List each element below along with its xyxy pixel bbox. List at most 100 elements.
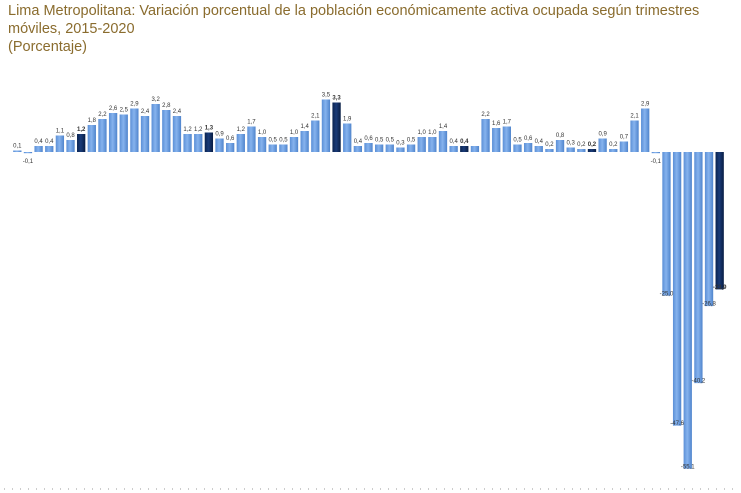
bar bbox=[119, 114, 128, 152]
bar bbox=[662, 152, 671, 296]
bar-value-label: 3,5 bbox=[322, 93, 331, 99]
bar bbox=[577, 149, 586, 152]
bar bbox=[289, 137, 299, 152]
bar bbox=[87, 125, 96, 152]
bar bbox=[374, 144, 384, 152]
bar-value-label: 0,3 bbox=[396, 141, 405, 147]
bar-value-label: 1,0 bbox=[418, 130, 427, 136]
bar bbox=[257, 137, 267, 152]
bar-value-label: 3,2 bbox=[151, 97, 160, 103]
bar-value-label: 0,4 bbox=[460, 139, 469, 145]
bar-value-label: 0,8 bbox=[66, 133, 75, 139]
bar bbox=[130, 108, 139, 152]
bar bbox=[619, 141, 629, 152]
bar bbox=[651, 152, 660, 154]
bar-value-label: 2,2 bbox=[98, 112, 107, 118]
bar bbox=[683, 152, 692, 469]
chart-title-line-3: (Porcentaje) bbox=[8, 39, 87, 55]
bar bbox=[481, 119, 490, 152]
bar-value-label: 2,8 bbox=[162, 103, 171, 109]
bar-value-label: 0,9 bbox=[598, 132, 607, 138]
bar-value-label: 1,9 bbox=[343, 117, 352, 123]
bar bbox=[172, 116, 182, 152]
bar-value-label: 0,4 bbox=[34, 139, 43, 145]
bar-value-label: 0,4 bbox=[535, 139, 544, 145]
bar-value-label: 0,6 bbox=[226, 136, 235, 142]
bar bbox=[502, 126, 511, 152]
bar-value-label: 1,4 bbox=[300, 124, 309, 130]
bar-value-label: 2,5 bbox=[120, 108, 129, 114]
bar-value-label: 2,6 bbox=[109, 106, 118, 112]
bar bbox=[672, 152, 682, 426]
bar bbox=[151, 104, 160, 152]
bar-value-label: -55.1 bbox=[681, 464, 695, 470]
bar-value-label: 1,2 bbox=[194, 127, 203, 133]
chart-title-line-1: Lima Metropolitana: Variación porcentual… bbox=[8, 3, 700, 19]
bar-value-label: 0,6 bbox=[524, 136, 533, 142]
bar bbox=[300, 131, 309, 152]
bar bbox=[311, 120, 320, 152]
bar bbox=[215, 138, 224, 152]
bar bbox=[470, 146, 480, 152]
bar-value-label: -47.6 bbox=[670, 421, 684, 427]
bar-value-label: -40,2 bbox=[692, 379, 706, 385]
bar bbox=[609, 149, 618, 152]
bar bbox=[279, 144, 288, 152]
bar-value-label: 0,7 bbox=[620, 135, 629, 141]
bar bbox=[77, 134, 86, 152]
bars-group bbox=[13, 99, 724, 469]
bar bbox=[385, 144, 394, 152]
bar bbox=[715, 152, 724, 290]
bar bbox=[247, 126, 256, 152]
bar-value-label: 0,3 bbox=[567, 141, 576, 147]
bar bbox=[321, 99, 331, 152]
bar bbox=[55, 135, 65, 152]
bar bbox=[545, 149, 554, 152]
bar-value-label: 1,0 bbox=[428, 130, 437, 136]
bar-value-label: 0,4 bbox=[354, 139, 363, 145]
bar-value-label: 2,2 bbox=[481, 112, 490, 118]
bar-value-label: 0,5 bbox=[513, 138, 522, 144]
bar-value-label: 1,6 bbox=[492, 121, 501, 127]
bar bbox=[438, 131, 448, 152]
bar-value-label: 0,4 bbox=[449, 139, 458, 145]
bar bbox=[98, 119, 107, 152]
bar-value-label: -0,1 bbox=[651, 159, 662, 165]
bar-value-label: 2,4 bbox=[173, 109, 182, 115]
bar bbox=[194, 134, 203, 152]
bar-value-label: 0,2 bbox=[588, 142, 597, 148]
bar bbox=[406, 144, 416, 152]
bar bbox=[66, 140, 75, 152]
chart-title-block: Lima Metropolitana: Variación porcentual… bbox=[8, 2, 733, 56]
bar-value-label: 0,2 bbox=[609, 142, 618, 148]
bar-value-label: 2,1 bbox=[630, 114, 639, 120]
bar-value-label: -23,9 bbox=[713, 285, 727, 291]
bar bbox=[364, 143, 373, 152]
bar-value-label: 2,9 bbox=[641, 102, 650, 108]
bar-value-label: 1,7 bbox=[503, 120, 512, 126]
bar-value-label: 1,1 bbox=[56, 129, 65, 135]
bar bbox=[396, 147, 405, 152]
bar-value-label: -0,1 bbox=[23, 159, 34, 165]
bar-value-label: 2,1 bbox=[311, 114, 320, 120]
bar bbox=[694, 152, 703, 384]
bar bbox=[566, 147, 575, 152]
bar bbox=[428, 137, 437, 152]
bar bbox=[183, 134, 192, 152]
bar-value-label: 0,5 bbox=[279, 138, 288, 144]
bar-value-label: 1,2 bbox=[183, 127, 192, 133]
bar bbox=[236, 134, 245, 152]
bar-value-label: 0,5 bbox=[386, 138, 395, 144]
bar bbox=[140, 116, 150, 152]
bar bbox=[268, 144, 277, 152]
bar-value-label: 0,4 bbox=[45, 139, 54, 145]
bar-value-label: 1,2 bbox=[237, 127, 246, 133]
bar-value-label: 0,9 bbox=[215, 132, 224, 138]
bar-value-label: 1,3 bbox=[205, 126, 214, 132]
bar bbox=[523, 143, 533, 152]
bar bbox=[534, 146, 543, 152]
bar bbox=[226, 143, 235, 152]
bar bbox=[555, 140, 565, 152]
bar bbox=[23, 152, 33, 154]
